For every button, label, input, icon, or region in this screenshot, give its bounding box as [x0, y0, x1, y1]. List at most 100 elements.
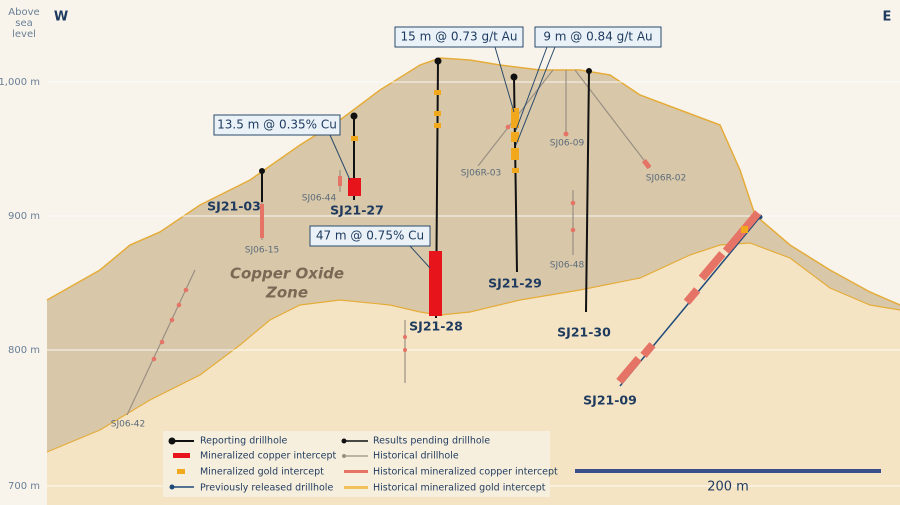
elevation-tick: 700 m: [8, 481, 40, 492]
legend-symbol: [342, 454, 346, 458]
drillhole: [585, 70, 590, 313]
historical-label: SJ06-15: [245, 246, 280, 256]
historical-cu: [570, 200, 576, 206]
historical-label: SJ06R-02: [646, 174, 686, 184]
copper-intercept: [348, 178, 361, 196]
legend-label: Historical drillhole: [373, 451, 459, 462]
hole-label: SJ21-27: [330, 203, 384, 218]
elevation-tick: 1,000 m: [0, 77, 40, 88]
legend-label: Historical mineralized gold intercept: [373, 483, 546, 494]
leader: [329, 134, 351, 181]
historical-cu: [159, 339, 165, 345]
gold-intercept: [511, 108, 519, 128]
scale-label: 200 m: [707, 480, 749, 495]
leader: [515, 46, 556, 146]
collar: [510, 73, 518, 81]
copper-intercept: [429, 251, 442, 316]
collar: [434, 57, 442, 65]
oxide-boundary: [46, 242, 900, 453]
leader: [409, 245, 431, 269]
zone-label: Copper Oxide: [230, 265, 344, 283]
callout: 47 m @ 0.75% Cu: [316, 229, 424, 243]
leader: [494, 46, 515, 113]
legend-symbol: [169, 484, 175, 490]
zone-label: Zone: [265, 284, 308, 302]
gold-intercept: [351, 136, 358, 141]
direction-west: W: [54, 10, 68, 25]
historical-cu: [338, 176, 342, 186]
legend-symbol: [173, 453, 190, 458]
historical-label: SJ06-09: [550, 139, 585, 149]
legend-label: Results pending drillhole: [373, 436, 490, 447]
historical-label: SJ06-42: [111, 420, 146, 430]
gold-intercept: [511, 148, 519, 160]
elevation-tick: 900 m: [8, 211, 40, 222]
gold-intercept: [434, 90, 441, 95]
historical-copper-intercepts: [151, 124, 652, 362]
callout: 13.5 m @ 0.35% Cu: [217, 118, 337, 132]
legend-label: Historical mineralized copper intercept: [373, 467, 558, 478]
legend-symbol: [344, 486, 368, 489]
legend: Reporting drillhole Mineralized copper i…: [168, 436, 558, 494]
callout-boxes: [213, 26, 662, 247]
gold-intercept: [434, 111, 441, 116]
callout-box: [534, 26, 662, 48]
historical-cu: [403, 335, 407, 339]
legend-label: Reporting drillhole: [200, 436, 288, 447]
hole-label: SJ21-29: [488, 276, 542, 291]
copper-intercept: [616, 355, 642, 385]
historical-label: SJ06-48: [550, 261, 585, 271]
callout-box: [394, 26, 524, 48]
legend-label: Mineralized gold intercept: [200, 467, 324, 478]
gold-intercept: [512, 168, 519, 173]
copper-oxide-zone: [47, 58, 900, 452]
gold-intercept: [741, 226, 748, 233]
callout-leaders: [329, 46, 556, 269]
collar: [586, 68, 592, 74]
legend-symbol: [344, 470, 368, 473]
historical-cu: [260, 204, 264, 238]
historical-cu: [641, 159, 652, 170]
hole-label: SJ21-28: [409, 319, 463, 334]
historical-cu: [176, 302, 182, 308]
collar: [259, 168, 265, 174]
historical-cu: [151, 356, 157, 362]
callout-box: [309, 225, 431, 247]
legend-symbol: [341, 438, 347, 444]
elevation-label: level: [12, 29, 36, 40]
legend-symbol: [177, 469, 185, 474]
hole-label: SJ21-09: [583, 393, 637, 408]
historical-cu: [183, 287, 189, 293]
elevation-label: Above: [8, 7, 39, 18]
historical-cu: [563, 131, 569, 137]
historical-cu: [403, 348, 407, 352]
elevation-tick: 800 m: [8, 345, 40, 356]
copper-intercept: [683, 287, 701, 305]
elevation-label: sea: [15, 18, 33, 29]
historical-label: SJ06R-03: [461, 169, 501, 179]
callout: 15 m @ 0.73 g/t Au: [401, 30, 518, 44]
gold-intercepts: [351, 90, 519, 173]
hole-label: SJ21-03: [207, 199, 261, 214]
historical-cu: [570, 227, 576, 233]
legend-symbol: [168, 437, 176, 445]
historical-hole: [574, 69, 651, 169]
historical-cu: [169, 317, 175, 323]
legend-label: Previously released drillhole: [200, 483, 333, 494]
callout: 9 m @ 0.84 g/t Au: [543, 30, 652, 44]
gold-intercept: [511, 132, 519, 142]
copper-intercepts: [348, 178, 442, 316]
copper-intercept: [640, 342, 656, 358]
legend-label: Mineralized copper intercept: [200, 451, 336, 462]
gold-intercept: [434, 123, 441, 128]
copper-intercept: [698, 251, 726, 281]
collars: [259, 57, 592, 174]
leader: [515, 46, 548, 131]
hole-label: SJ21-30: [557, 325, 611, 340]
historical-cu: [505, 124, 511, 130]
historical-label: SJ06-44: [302, 194, 337, 204]
callout-box: [213, 114, 341, 136]
direction-east: E: [883, 10, 892, 25]
collar: [350, 112, 358, 120]
